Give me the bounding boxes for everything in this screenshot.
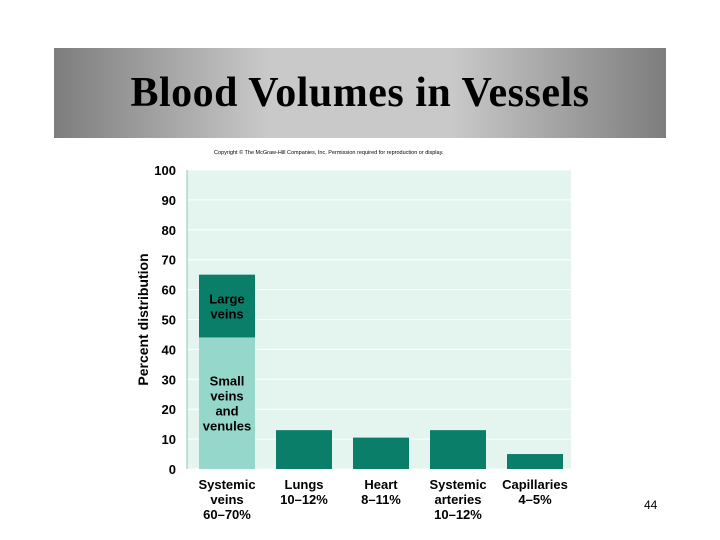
x-category-label: Systemic: [198, 477, 255, 492]
y-tick-label: 80: [162, 223, 176, 238]
x-category-label: 10–12%: [280, 492, 328, 507]
x-category-label: Heart: [364, 477, 398, 492]
copyright-notice: Copyright © The McGraw-Hill Companies, I…: [214, 150, 444, 156]
x-category-label: 8–11%: [361, 492, 401, 507]
y-tick-label: 70: [162, 253, 176, 268]
segment-label: and: [215, 404, 238, 419]
x-category-label: Capillaries: [502, 477, 568, 492]
segment-label: veins: [210, 307, 243, 322]
x-category-label: 4–5%: [518, 492, 552, 507]
y-tick-label: 50: [162, 313, 176, 328]
title-bar: Blood Volumes in Vessels: [54, 48, 666, 138]
slide-title: Blood Volumes in Vessels: [130, 70, 590, 116]
y-tick-label: 30: [162, 372, 176, 387]
y-tick-label: 90: [162, 193, 176, 208]
x-category-label: Lungs: [285, 477, 324, 492]
x-category-label: Systemic: [429, 477, 486, 492]
bar-segment: [199, 274, 255, 338]
y-axis-title: Percent distribution: [135, 253, 151, 385]
y-tick-label: 10: [162, 432, 176, 447]
y-tick-label: 20: [162, 402, 176, 417]
bar-segment: [430, 430, 486, 469]
x-category-label: arteries: [435, 492, 482, 507]
y-tick-label: 40: [162, 342, 176, 357]
segment-label: Large: [209, 292, 244, 307]
y-tick-label: 0: [169, 462, 176, 477]
bar-segment: [199, 337, 255, 469]
y-tick-label: 60: [162, 283, 176, 298]
segment-label: Small: [210, 374, 245, 389]
x-category-label: veins: [210, 492, 243, 507]
bar-segment: [276, 430, 332, 469]
x-category-label: 60–70%: [203, 507, 251, 522]
segment-label: venules: [203, 419, 251, 434]
bar-segment: [353, 437, 409, 469]
page-number: 44: [644, 498, 658, 512]
x-category-label: 10–12%: [434, 507, 482, 522]
y-tick-label: 100: [154, 163, 176, 178]
bar-segment: [507, 454, 563, 469]
segment-label: veins: [210, 389, 243, 404]
